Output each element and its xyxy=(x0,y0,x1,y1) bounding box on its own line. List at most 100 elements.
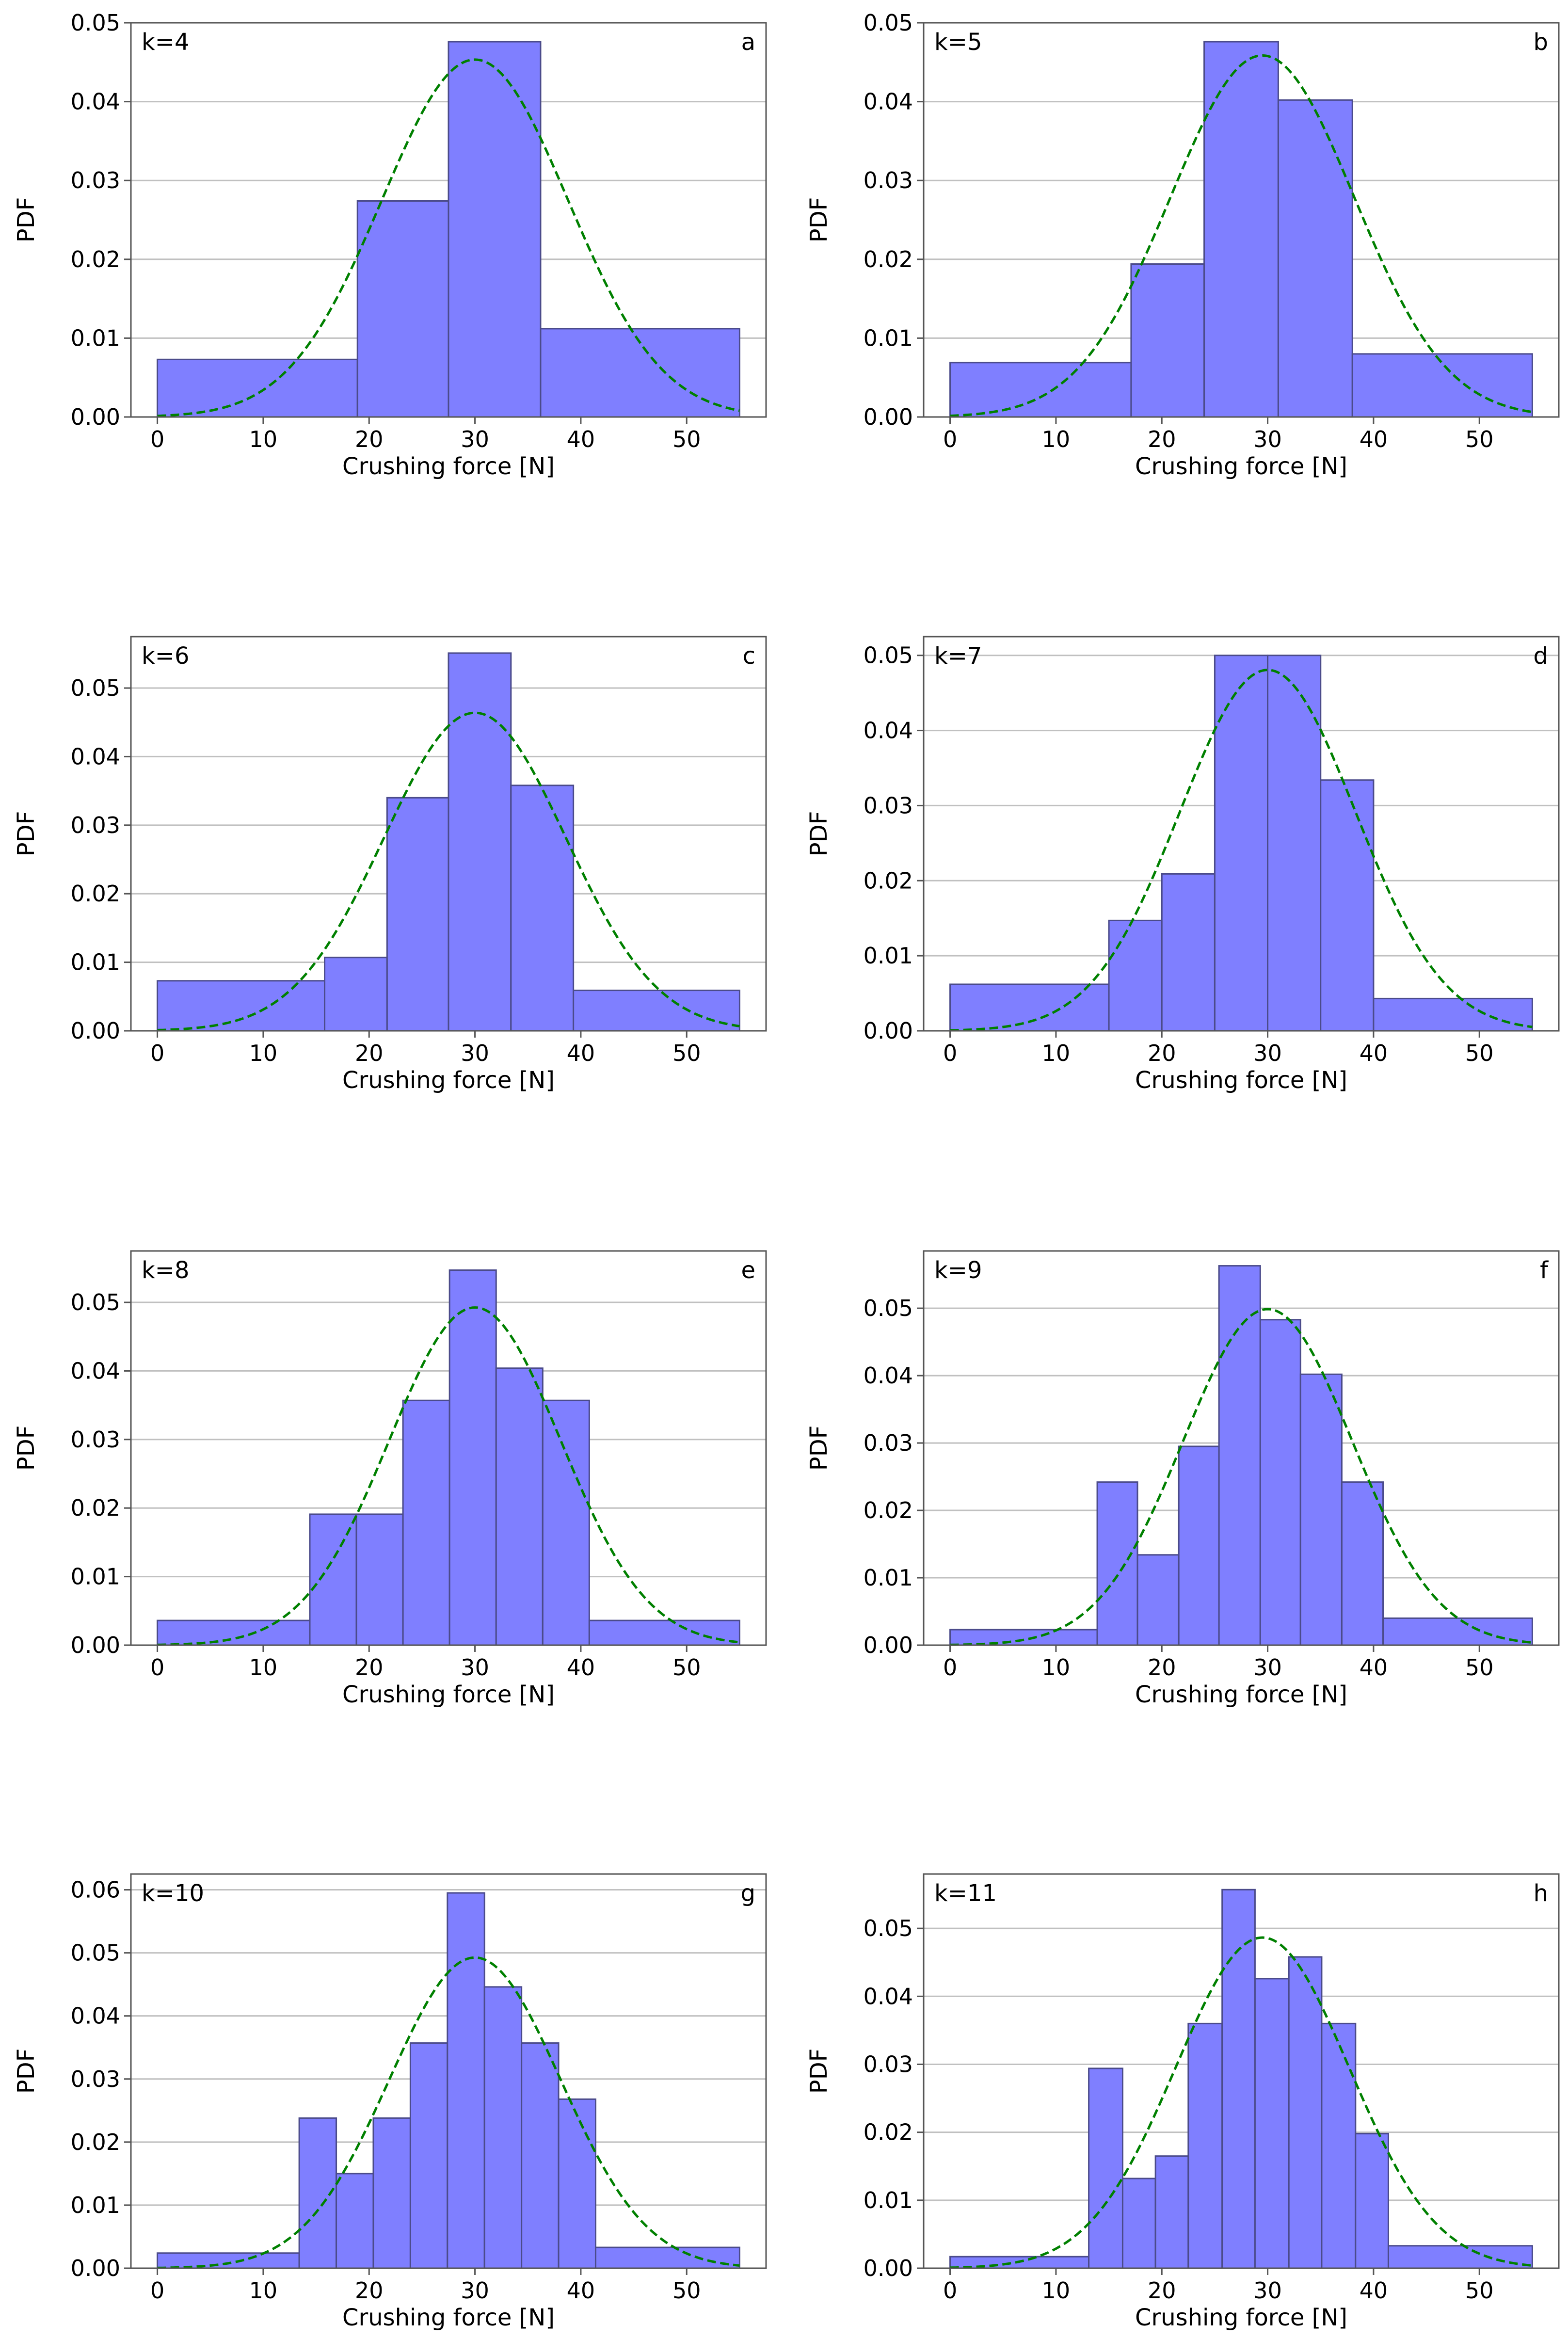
panel-letter-label: e xyxy=(741,1257,755,1284)
plot-frame xyxy=(130,636,767,1032)
plot-frame xyxy=(130,1873,767,2269)
y-tick-label: 0.04 xyxy=(71,2003,120,2029)
histogram-bar xyxy=(1161,873,1216,1032)
panel-letter-label: c xyxy=(743,642,755,670)
x-tick-label: 0 xyxy=(943,426,957,452)
y-tick-label: 0.04 xyxy=(71,89,120,115)
y-tick-label: 0.05 xyxy=(71,1940,120,1966)
y-tick-label: 0.03 xyxy=(71,167,120,193)
y-axis-label: PDF xyxy=(13,1426,40,1471)
x-tick-label: 40 xyxy=(1360,426,1388,452)
histogram-bar xyxy=(1254,1978,1290,2269)
histogram-bar xyxy=(588,1619,740,1646)
y-tick-label: 0.03 xyxy=(71,2066,120,2092)
histogram-bar xyxy=(521,2042,560,2269)
plot-frame xyxy=(923,1873,1560,2269)
normal-fit-curve xyxy=(950,54,1533,417)
k-value-label: k=5 xyxy=(934,29,982,56)
histogram-bar xyxy=(1203,41,1279,418)
plot-frame xyxy=(923,1250,1560,1646)
y-tick-label: 0.02 xyxy=(71,881,120,907)
x-tick-label: 10 xyxy=(1042,2277,1071,2304)
x-tick-label: 30 xyxy=(1253,1040,1282,1066)
histogram-bar xyxy=(1299,1373,1343,1646)
x-tick-label: 40 xyxy=(567,2277,595,2304)
y-tick-label: 0.00 xyxy=(864,1018,913,1044)
histogram-bar xyxy=(1277,99,1353,418)
histogram-bar xyxy=(157,980,326,1032)
y-tick-label: 0.04 xyxy=(71,1358,120,1384)
histogram-bar xyxy=(356,200,449,418)
histogram-bar xyxy=(447,1892,485,2269)
y-tick-label: 0.00 xyxy=(71,1632,120,1658)
k-value-label: k=4 xyxy=(142,29,190,56)
histogram-bar xyxy=(409,2042,448,2269)
x-axis-label: Crushing force [N] xyxy=(342,1067,555,1094)
x-tick-label: 40 xyxy=(1360,1040,1388,1066)
histogram-bar xyxy=(386,797,449,1032)
x-tick-label: 40 xyxy=(567,426,595,452)
x-tick-label: 20 xyxy=(1148,1654,1176,1681)
k-value-label: k=11 xyxy=(934,1880,997,1907)
x-axis-label: Crushing force [N] xyxy=(1135,1681,1347,1708)
x-tick-label: 0 xyxy=(150,426,164,452)
y-tick-label: 0.01 xyxy=(864,1565,913,1591)
x-tick-label: 40 xyxy=(1360,2277,1388,2304)
histogram-bar xyxy=(573,990,740,1032)
y-tick-label: 0.01 xyxy=(71,2192,120,2218)
histogram-bar xyxy=(949,983,1110,1032)
x-tick-label: 20 xyxy=(355,1040,384,1066)
histogram-panel-b: 0 10 20 30 40 50 0.00 0.01 0.02 0.03 0.04 0.05 Crush… xyxy=(805,10,1560,480)
y-tick-label: 0.05 xyxy=(71,10,120,36)
histogram-panel-h: 0 10 20 30 40 50 0.00 0.01 0.02 0.03 0.04 0.05 Crush… xyxy=(805,1873,1560,2331)
plot-frame xyxy=(130,22,767,418)
x-tick-label: 50 xyxy=(1465,426,1494,452)
normal-fit-curve xyxy=(950,1936,1533,2269)
histogram-bar xyxy=(1221,1889,1256,2269)
y-tick-label: 0.00 xyxy=(864,2255,913,2281)
x-tick-label: 10 xyxy=(249,426,278,452)
x-tick-label: 20 xyxy=(355,426,384,452)
histogram-panel-d: 0 10 20 30 40 50 0.00 0.01 0.02 0.03 0.04 0.05 Crush… xyxy=(805,636,1560,1094)
histogram-bar xyxy=(1321,2022,1357,2269)
x-tick-label: 30 xyxy=(461,1654,489,1681)
y-tick-label: 0.04 xyxy=(864,1362,913,1389)
histogram-bar xyxy=(1088,2067,1123,2269)
y-tick-label: 0.04 xyxy=(864,1983,913,2009)
y-axis-label: PDF xyxy=(805,2049,832,2094)
y-tick-label: 0.01 xyxy=(71,949,120,976)
histogram-panel-c: 0 10 20 30 40 50 0.00 0.01 0.02 0.03 0.04 0.05 Crush… xyxy=(13,636,767,1094)
k-value-label: k=10 xyxy=(142,1880,204,1907)
histogram-bar xyxy=(1178,1445,1220,1646)
k-value-label: k=8 xyxy=(142,1257,190,1284)
x-tick-label: 50 xyxy=(672,1654,701,1681)
y-tick-label: 0.00 xyxy=(71,1018,120,1044)
x-tick-label: 30 xyxy=(461,1040,489,1066)
x-tick-label: 0 xyxy=(150,1654,164,1681)
k-value-label: k=7 xyxy=(934,642,982,670)
y-axis-label: PDF xyxy=(805,811,832,857)
x-tick-label: 20 xyxy=(1148,2277,1176,2304)
x-tick-label: 50 xyxy=(672,426,701,452)
x-tick-label: 20 xyxy=(1148,1040,1176,1066)
normal-fit-curve xyxy=(157,58,740,417)
histogram-bar xyxy=(157,1619,311,1646)
plot-frame xyxy=(923,636,1560,1032)
histogram-bar xyxy=(1351,353,1533,418)
histogram-bar xyxy=(157,2252,300,2269)
y-tick-label: 0.02 xyxy=(864,2119,913,2146)
plot-frame xyxy=(130,1250,767,1646)
x-tick-label: 30 xyxy=(461,2277,489,2304)
y-tick-label: 0.03 xyxy=(864,1430,913,1456)
x-tick-label: 50 xyxy=(672,1040,701,1066)
x-axis-label: Crushing force [N] xyxy=(342,453,555,480)
y-tick-label: 0.01 xyxy=(71,1564,120,1590)
y-tick-label: 0.03 xyxy=(71,1426,120,1453)
normal-fit-curve xyxy=(950,669,1533,1032)
y-tick-label: 0.05 xyxy=(864,1915,913,1941)
histogram-bar xyxy=(558,2098,596,2269)
histogram-bar xyxy=(448,1269,497,1646)
x-tick-label: 10 xyxy=(1042,426,1071,452)
histogram-bar xyxy=(1136,1554,1180,1646)
